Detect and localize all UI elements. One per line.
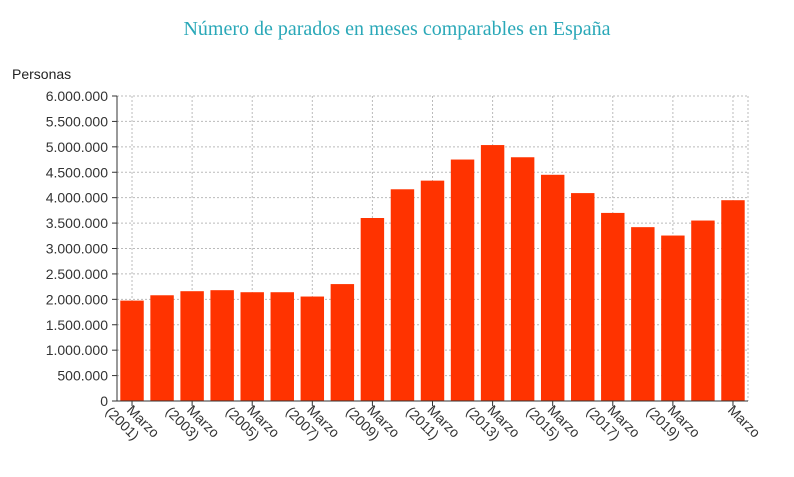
bar <box>120 300 144 401</box>
y-tick-label: 4.000.000 <box>46 190 108 206</box>
bar <box>420 180 445 401</box>
y-tick-label: 500.000 <box>57 368 108 384</box>
bar <box>571 193 595 401</box>
bar <box>661 235 685 401</box>
y-tick-label: 6.000.000 <box>46 88 108 104</box>
y-tick-labels: 0 500.000 1.000.000 1.500.000 2.000.000 2.500… <box>46 88 109 409</box>
y-tick-label: 2.000.000 <box>46 291 108 307</box>
bar <box>480 145 505 401</box>
y-tick-label: 5.500.000 <box>46 113 108 129</box>
y-tick-label: 3.000.000 <box>46 241 108 257</box>
bar <box>691 220 715 401</box>
y-tick-label: 4.500.000 <box>46 164 108 180</box>
bar <box>240 292 264 401</box>
bar <box>721 200 745 401</box>
bars <box>120 145 745 401</box>
bar <box>180 291 204 401</box>
bar <box>540 174 565 401</box>
y-tick-label: 1.000.000 <box>46 342 108 358</box>
bar <box>390 189 415 401</box>
bar <box>210 290 234 401</box>
x-tick-label: Marzo <box>725 402 764 441</box>
y-tick-label: 3.500.000 <box>46 215 108 231</box>
y-axis-unit-label: Personas <box>12 66 72 82</box>
bar <box>601 212 625 401</box>
bar <box>360 218 385 401</box>
y-tick-label: 2.500.000 <box>46 266 108 282</box>
bar <box>150 295 174 401</box>
bar <box>510 157 535 401</box>
bar <box>450 159 475 401</box>
bar <box>270 292 294 401</box>
y-tick-label: 1.500.000 <box>46 317 108 333</box>
axes <box>112 95 748 406</box>
chart-title: Número de parados en meses comparables e… <box>183 18 611 40</box>
bar <box>631 227 655 401</box>
x-tick-label-group: Marzo <box>725 402 764 441</box>
y-tick-label: 0 <box>100 393 108 409</box>
bar <box>330 284 355 401</box>
y-tick-label: 5.000.000 <box>46 139 108 155</box>
bar <box>300 296 325 401</box>
